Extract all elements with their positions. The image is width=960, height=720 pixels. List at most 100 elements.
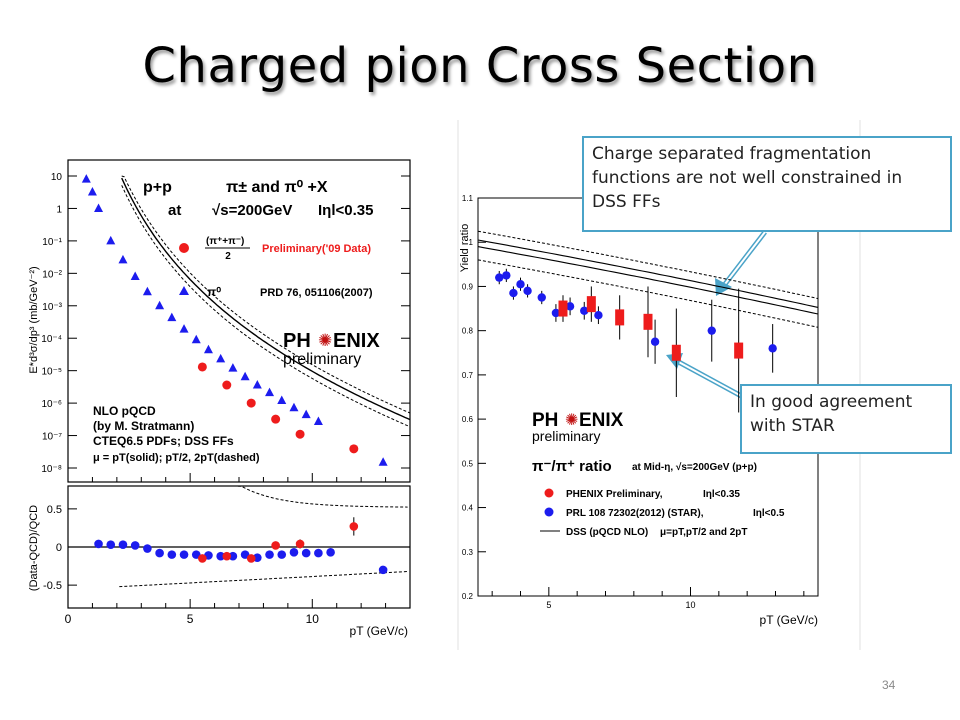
right-legend-label-phenix: PHENIX Preliminary, bbox=[566, 489, 663, 500]
cross-section-ytick-label: 10⁻¹ bbox=[42, 237, 62, 248]
yield-ratio-xtick-label: 10 bbox=[685, 600, 695, 610]
cross-section-ytick-label: 10⁻⁵ bbox=[41, 367, 62, 378]
star-point bbox=[537, 293, 546, 302]
ratio-pi0-point bbox=[326, 548, 335, 557]
ratio-charged-point bbox=[349, 522, 359, 531]
ratio-charged-point bbox=[295, 539, 305, 549]
cross-section-ylabel: E*d³σ/dp³ (mb/GeV⁻²) bbox=[28, 266, 40, 373]
phenix-logo-right-1: PH bbox=[532, 410, 558, 431]
reaction-text-1: p+p bbox=[143, 179, 172, 196]
ratio-pi0-point bbox=[179, 550, 189, 559]
phenix-logo-right: PH ✺ ENIX preliminary bbox=[532, 410, 624, 444]
ratio-pi0-point bbox=[289, 548, 299, 557]
ratio-pi0-point bbox=[143, 544, 152, 553]
pi0-point bbox=[378, 457, 388, 466]
phenix-point bbox=[643, 313, 653, 330]
star-point bbox=[551, 308, 561, 318]
charged-pion-point bbox=[295, 429, 305, 439]
ratio-pi0-point bbox=[106, 540, 116, 550]
pi0-point bbox=[203, 344, 213, 354]
ratio-charged-point bbox=[271, 541, 280, 550]
yield-ratio-ytick-label: 0.4 bbox=[462, 504, 474, 513]
right-legend: PHENIX Preliminary, Iηl<0.35 PRL 108 723… bbox=[540, 488, 785, 538]
charged-pion-point bbox=[246, 398, 256, 408]
energy-text-1: at bbox=[168, 202, 181, 219]
legend-marker-pi0 bbox=[179, 286, 189, 295]
reaction-text-2: π± and π⁰ +X bbox=[226, 179, 328, 196]
nlo-text-1: NLO pQCD bbox=[93, 404, 156, 418]
phenix-logo-left-1: PH bbox=[283, 330, 311, 352]
ratio-charged-point bbox=[222, 551, 232, 561]
yield-ratio-ytick-label: 0.5 bbox=[462, 459, 474, 468]
pi0-point bbox=[142, 286, 152, 296]
yield-ratio-ytick-label: 0.3 bbox=[462, 548, 474, 557]
yield-ratio-ytick-label: 0.6 bbox=[462, 415, 474, 424]
pi0-point bbox=[106, 235, 116, 245]
right-legend-mu-dss: μ=pT,pT/2 and 2pT bbox=[660, 527, 748, 538]
page-number: 34 bbox=[882, 678, 896, 692]
star-point bbox=[502, 271, 511, 280]
phenix-logo-right-star: ✺ bbox=[565, 412, 578, 429]
pi0-point bbox=[179, 324, 189, 333]
pi0-point bbox=[216, 353, 226, 363]
ratio-ytick-label: 0 bbox=[56, 542, 62, 554]
star-point bbox=[523, 286, 532, 296]
phenix-logo-left: PH ✺ ENIX preliminary bbox=[283, 330, 380, 368]
phenix-logo-left-3: preliminary bbox=[283, 351, 361, 368]
star-point bbox=[768, 344, 777, 353]
nlo-curve-lower bbox=[121, 185, 411, 428]
nlo-curve-central bbox=[121, 177, 411, 421]
phenix-point bbox=[615, 309, 625, 326]
dss-curve-upper-dashed bbox=[477, 230, 819, 300]
right-panel: Yield ratio pT (GeV/c) PH ✺ ENIX prelimi… bbox=[457, 120, 861, 650]
ratio-pi0-point bbox=[155, 548, 164, 558]
phenix-point bbox=[558, 300, 568, 317]
pi0-point bbox=[94, 203, 104, 212]
yield-ratio-ytick-label: 0.8 bbox=[462, 327, 474, 336]
phenix-logo-left-star: ✺ bbox=[318, 331, 332, 350]
ratio-pi0-point bbox=[130, 541, 140, 550]
yield-ratio-xtick-label: 5 bbox=[546, 600, 551, 610]
legend-frac-num: (π⁺+π⁻) bbox=[206, 236, 244, 247]
slide-title: Charged pion Cross Section bbox=[142, 38, 818, 94]
yield-ratio-ytick-label: 0.2 bbox=[462, 592, 474, 601]
pi0-point bbox=[167, 312, 177, 322]
phenix-logo-right-3: preliminary bbox=[532, 428, 600, 444]
nlo-text-4: μ = pT(solid); pT/2, 2pT(dashed) bbox=[93, 452, 260, 464]
ratio-xtick-label: 10 bbox=[306, 612, 320, 626]
phenix-logo-left-2: ENIX bbox=[333, 330, 380, 352]
nlo-text-2: (by M. Stratmann) bbox=[93, 419, 194, 433]
ratio-band-lower bbox=[119, 571, 408, 588]
star-point bbox=[509, 288, 518, 298]
pi0-point bbox=[130, 271, 140, 280]
star-point bbox=[707, 326, 716, 335]
ratio-charged-point bbox=[198, 554, 207, 563]
pi0-point bbox=[265, 387, 275, 397]
charged-pion-point bbox=[271, 414, 281, 424]
yield-ratio-ytick-label: 1 bbox=[469, 238, 474, 247]
ratio-pi0-point bbox=[94, 539, 103, 549]
ratio-band-upper bbox=[177, 485, 408, 508]
pi0-point bbox=[155, 300, 165, 310]
ratio-pi0-point bbox=[301, 548, 311, 558]
pi0-point bbox=[289, 402, 299, 412]
dss-curve-upper bbox=[477, 239, 819, 308]
ratio-pi0-point bbox=[378, 565, 388, 575]
star-point bbox=[594, 310, 603, 320]
ratio-title: π⁻/π⁺ ratio bbox=[532, 458, 612, 475]
legend-frac-den: 2 bbox=[225, 251, 231, 262]
pi0-point bbox=[301, 409, 311, 419]
ratio-ytick-label: 0.5 bbox=[47, 504, 62, 516]
phenix-point bbox=[586, 296, 596, 313]
star-point bbox=[495, 273, 504, 282]
yield-ratio-ylabel: Yield ratio bbox=[459, 224, 471, 273]
cross-section-ytick-label: 10⁻⁷ bbox=[42, 432, 62, 443]
pi0-point bbox=[81, 174, 91, 183]
charged-pion-point bbox=[197, 362, 207, 372]
ratio-pi0-point bbox=[265, 550, 274, 559]
nlo-text-3: CTEQ6.5 PDFs; DSS FFs bbox=[93, 434, 234, 448]
right-legend-label-star: PRL 108 72302(2012) (STAR), bbox=[566, 508, 704, 519]
phenix-point bbox=[671, 344, 681, 361]
callout-dss-ffs: Charge separated fragmentation functions… bbox=[582, 136, 952, 232]
